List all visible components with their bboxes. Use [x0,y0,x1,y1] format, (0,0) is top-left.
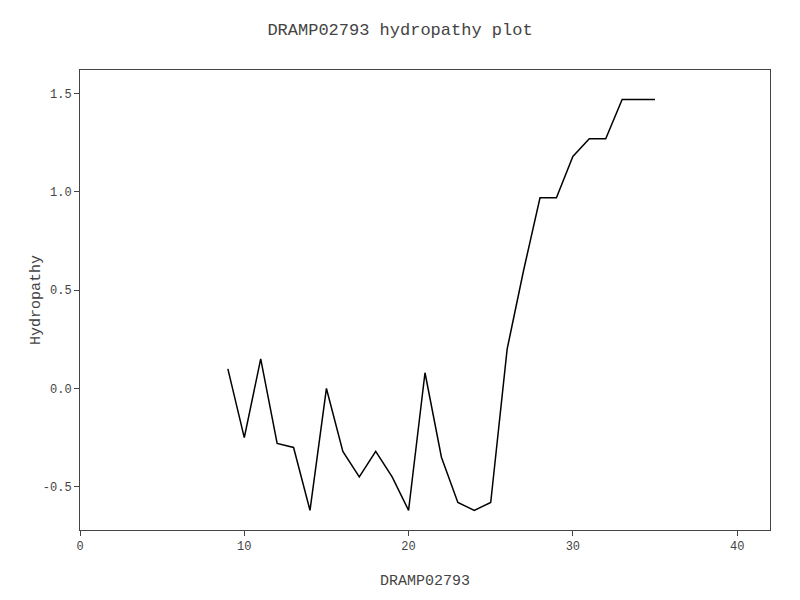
svg-text:DRAMP02793: DRAMP02793 [380,573,470,590]
svg-text:0: 0 [76,540,83,554]
svg-text:10: 10 [237,540,251,554]
svg-text:0.0: 0.0 [50,383,72,397]
svg-text:0.5: 0.5 [50,284,72,298]
svg-text:DRAMP02793 hydropathy plot: DRAMP02793 hydropathy plot [267,21,532,40]
svg-text:1.5: 1.5 [50,88,72,102]
svg-text:20: 20 [401,540,415,554]
svg-text:-0.5: -0.5 [43,481,72,495]
svg-text:1.0: 1.0 [50,186,72,200]
svg-text:40: 40 [730,540,744,554]
svg-text:30: 30 [566,540,580,554]
svg-text:Hydropathy: Hydropathy [28,255,45,345]
